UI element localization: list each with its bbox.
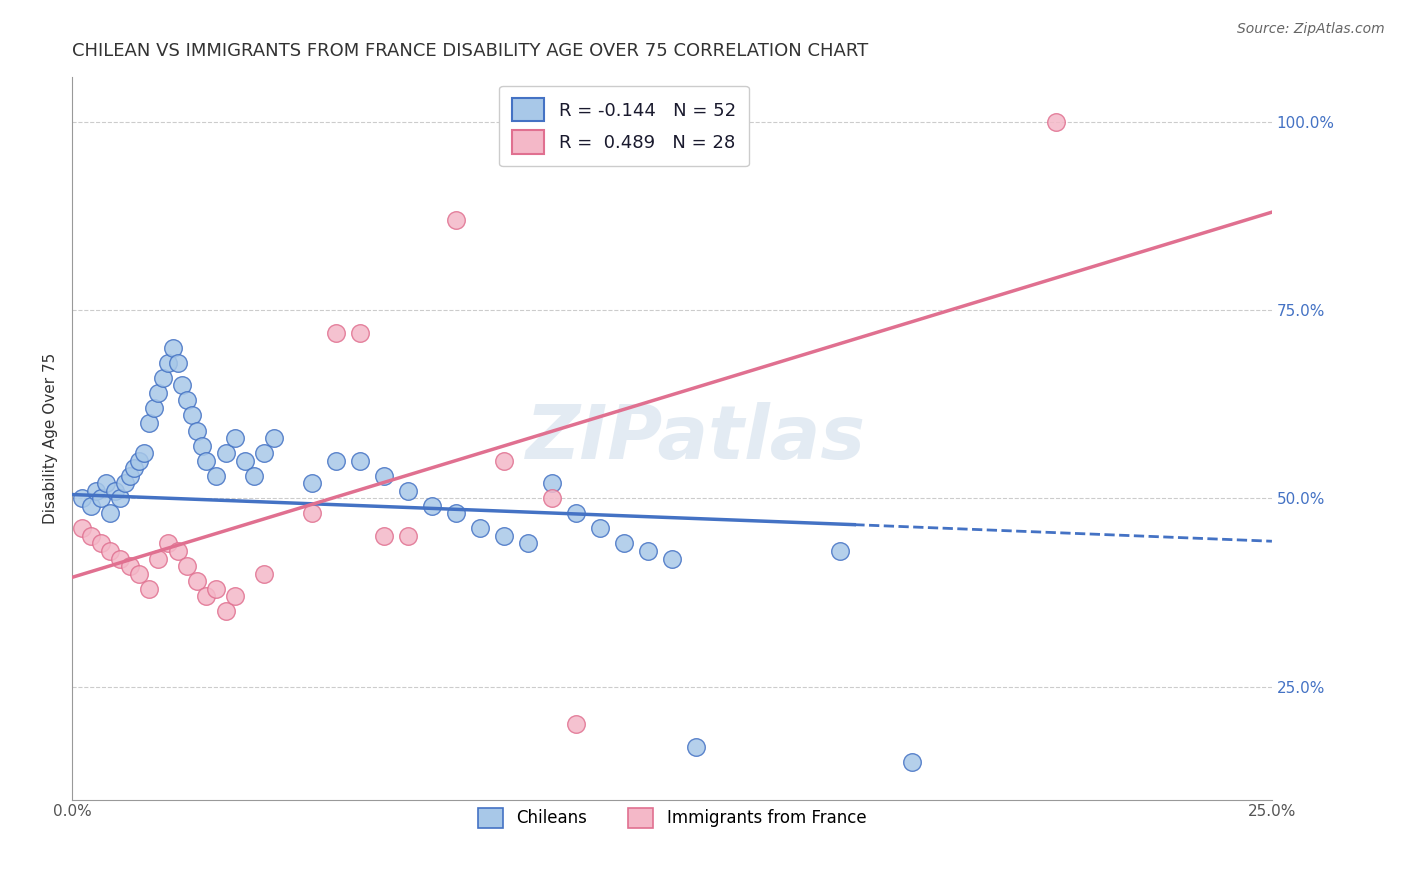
Point xyxy=(373,529,395,543)
Text: Source: ZipAtlas.com: Source: ZipAtlas.com xyxy=(1237,22,1385,37)
Point xyxy=(263,431,285,445)
Point xyxy=(589,521,612,535)
Point xyxy=(1045,115,1067,129)
Point xyxy=(128,566,150,581)
Point xyxy=(661,551,683,566)
Point xyxy=(148,385,170,400)
Point xyxy=(444,507,467,521)
Text: ZIPatlas: ZIPatlas xyxy=(526,401,866,475)
Point xyxy=(114,476,136,491)
Point xyxy=(100,544,122,558)
Point xyxy=(166,544,188,558)
Point xyxy=(214,446,236,460)
Point xyxy=(613,536,636,550)
Point xyxy=(828,544,851,558)
Point xyxy=(349,453,371,467)
Point xyxy=(301,507,323,521)
Point xyxy=(233,453,256,467)
Point xyxy=(80,499,103,513)
Point xyxy=(301,476,323,491)
Point xyxy=(142,401,165,415)
Point xyxy=(468,521,491,535)
Point xyxy=(176,393,198,408)
Point xyxy=(186,424,208,438)
Point xyxy=(420,499,443,513)
Point xyxy=(325,326,347,340)
Point xyxy=(349,326,371,340)
Point xyxy=(70,491,93,506)
Point xyxy=(70,521,93,535)
Point xyxy=(148,551,170,566)
Point xyxy=(243,468,266,483)
Point xyxy=(396,529,419,543)
Text: CHILEAN VS IMMIGRANTS FROM FRANCE DISABILITY AGE OVER 75 CORRELATION CHART: CHILEAN VS IMMIGRANTS FROM FRANCE DISABI… xyxy=(72,42,869,60)
Point xyxy=(253,446,276,460)
Point xyxy=(166,356,188,370)
Point xyxy=(186,574,208,588)
Point xyxy=(132,446,155,460)
Point xyxy=(156,536,179,550)
Point xyxy=(118,468,141,483)
Point xyxy=(181,409,204,423)
Point xyxy=(492,529,515,543)
Point xyxy=(253,566,276,581)
Point xyxy=(565,717,588,731)
Point xyxy=(138,582,160,596)
Point xyxy=(396,483,419,498)
Point xyxy=(162,341,184,355)
Point xyxy=(84,483,107,498)
Point xyxy=(100,507,122,521)
Point xyxy=(124,461,146,475)
Point xyxy=(517,536,540,550)
Point xyxy=(541,491,564,506)
Point xyxy=(685,739,707,754)
Point xyxy=(80,529,103,543)
Point xyxy=(128,453,150,467)
Point xyxy=(214,604,236,618)
Point xyxy=(176,559,198,574)
Point xyxy=(325,453,347,467)
Point xyxy=(90,536,112,550)
Point xyxy=(492,453,515,467)
Point xyxy=(205,468,228,483)
Point xyxy=(118,559,141,574)
Point xyxy=(637,544,659,558)
Point xyxy=(108,491,131,506)
Point xyxy=(195,589,218,603)
Point xyxy=(190,439,212,453)
Point xyxy=(373,468,395,483)
Point xyxy=(444,212,467,227)
Point xyxy=(138,416,160,430)
Point xyxy=(104,483,127,498)
Point xyxy=(224,589,246,603)
Y-axis label: Disability Age Over 75: Disability Age Over 75 xyxy=(44,352,58,524)
Point xyxy=(152,371,174,385)
Point xyxy=(172,378,194,392)
Point xyxy=(156,356,179,370)
Legend: Chileans, Immigrants from France: Chileans, Immigrants from France xyxy=(471,801,873,835)
Point xyxy=(224,431,246,445)
Point xyxy=(94,476,117,491)
Point xyxy=(195,453,218,467)
Point xyxy=(108,551,131,566)
Point xyxy=(205,582,228,596)
Point xyxy=(541,476,564,491)
Point xyxy=(90,491,112,506)
Point xyxy=(565,507,588,521)
Point xyxy=(901,755,924,769)
